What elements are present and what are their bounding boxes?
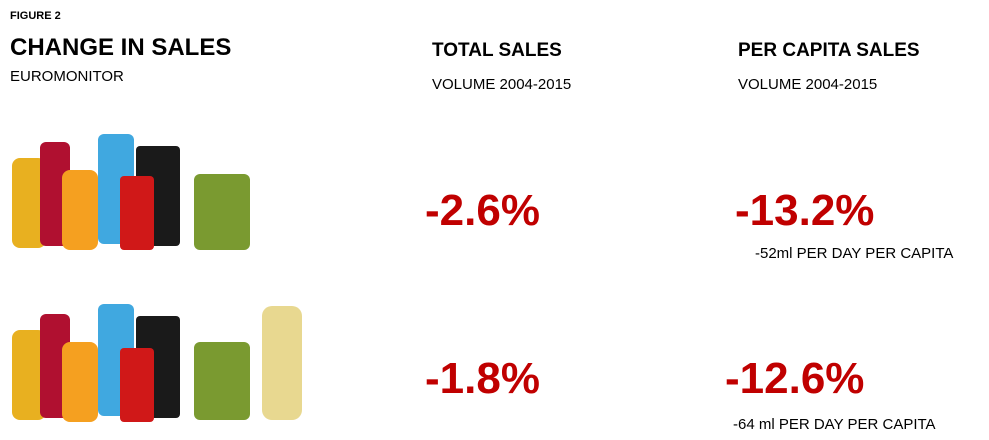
bottle xyxy=(12,158,46,248)
column-title: TOTAL SALES xyxy=(432,40,562,61)
source: EUROMONITOR xyxy=(10,68,124,85)
column-subtitle: VOLUME 2004-2015 xyxy=(432,76,572,93)
can xyxy=(120,176,154,250)
per-capita-change: -13.2% xyxy=(735,186,875,235)
bottle xyxy=(12,330,46,420)
column-subtitle: VOLUME 2004-2015 xyxy=(738,76,878,93)
product-group xyxy=(12,134,250,250)
pouch xyxy=(194,342,250,420)
total-change: -1.8% xyxy=(425,354,540,403)
note: -52ml PER DAY PER CAPITA xyxy=(755,245,954,262)
title: CHANGE IN SALES xyxy=(10,34,232,61)
total-change: -2.6% xyxy=(425,186,540,235)
note: -64 ml PER DAY PER CAPITA xyxy=(733,416,936,433)
per-capita-change: -12.6% xyxy=(725,354,865,403)
pouch xyxy=(194,174,250,250)
bottle xyxy=(262,306,302,420)
bottle xyxy=(62,342,98,422)
bottle xyxy=(62,170,98,250)
product-group xyxy=(12,304,302,422)
can xyxy=(120,348,154,422)
column-title: PER CAPITA SALES xyxy=(738,40,920,61)
figure-label: FIGURE 2 xyxy=(10,10,61,22)
